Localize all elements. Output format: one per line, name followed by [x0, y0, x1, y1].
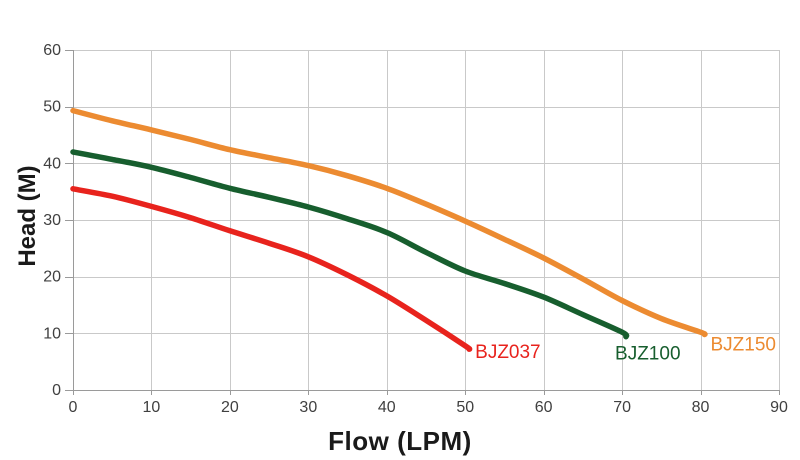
- series-label-BJZ037: BJZ037: [475, 342, 540, 363]
- y-tick-label: 50: [43, 99, 61, 116]
- y-tick-label: 40: [43, 155, 61, 172]
- y-tick-label: 0: [52, 382, 61, 399]
- x-tick-label: 30: [299, 399, 317, 416]
- curve-BJZ037: [70, 186, 473, 352]
- x-axis-title: Flow (LPM): [328, 426, 472, 456]
- x-tick-label: 20: [221, 399, 239, 416]
- y-tick-label: 30: [43, 212, 61, 229]
- x-tick-label: 70: [613, 399, 631, 416]
- y-axis-title: Head (M): [14, 165, 41, 267]
- x-tick-label: 10: [143, 399, 161, 416]
- x-tick-label: 80: [692, 399, 710, 416]
- curve-BJZ150: [70, 107, 708, 338]
- x-tick-label: 60: [535, 399, 553, 416]
- series-label-BJZ150: BJZ150: [710, 334, 775, 355]
- curve-BJZ100: [70, 149, 630, 340]
- x-tick-label: 90: [770, 399, 788, 416]
- y-tick-label: 60: [43, 42, 61, 59]
- x-tick-label: 40: [378, 399, 396, 416]
- x-tick-label: 50: [456, 399, 474, 416]
- y-tick-label: 20: [43, 269, 61, 286]
- x-tick-label: 0: [69, 399, 78, 416]
- series-label-BJZ100: BJZ100: [615, 344, 680, 365]
- y-tick-label: 10: [43, 325, 61, 342]
